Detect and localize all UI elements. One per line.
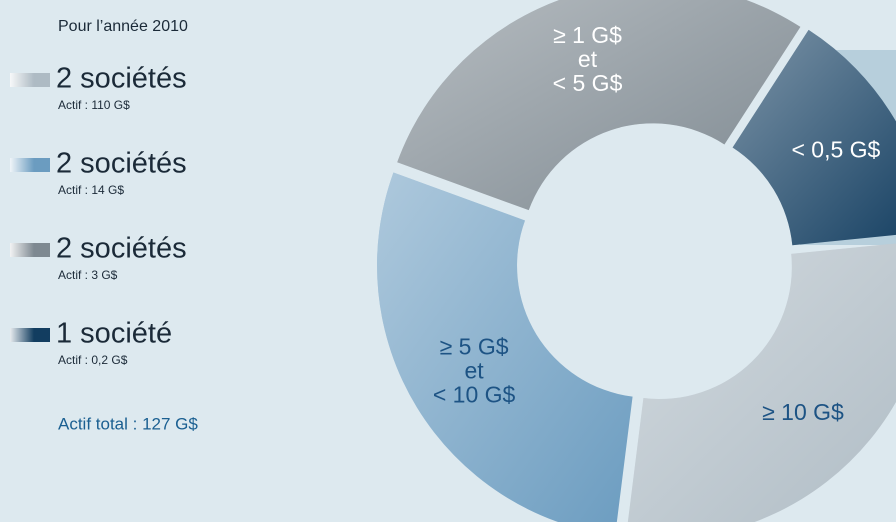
- slice-label: < 5 G$: [553, 70, 623, 96]
- slice-label: ≥ 1 G$: [553, 22, 622, 48]
- slice-sheen: [397, 0, 801, 211]
- legend-swatch-fade: [10, 73, 50, 87]
- legend-detail: Actif : 110 G$: [58, 98, 130, 112]
- legend-label: 2 sociétés: [56, 148, 187, 180]
- slice-sheen: [377, 172, 633, 522]
- legend-swatch-fade: [10, 328, 50, 342]
- slice-label: ≥ 5 G$: [440, 334, 509, 360]
- slice-label: < 0,5 G$: [791, 137, 880, 163]
- legend-swatch-fade: [10, 243, 50, 257]
- legend-detail: Actif : 3 G$: [58, 268, 118, 282]
- slice-sheen: [627, 243, 896, 522]
- slice-label: < 10 G$: [433, 382, 516, 408]
- subtitle: Pour l’année 2010: [58, 18, 188, 35]
- total: Actif total : 127 G$: [58, 414, 198, 433]
- slice-label: ≥ 10 G$: [762, 399, 844, 425]
- slice-label: et: [578, 46, 598, 72]
- legend-detail: Actif : 0,2 G$: [58, 353, 128, 367]
- slice-sheen: [732, 29, 896, 246]
- legend-label: 1 société: [56, 318, 172, 350]
- legend-swatch-fade: [10, 158, 50, 172]
- legend-label: 2 sociétés: [56, 233, 187, 265]
- slice-label: et: [464, 358, 484, 384]
- legend-label: 2 sociétés: [56, 63, 187, 95]
- legend-detail: Actif : 14 G$: [58, 183, 124, 197]
